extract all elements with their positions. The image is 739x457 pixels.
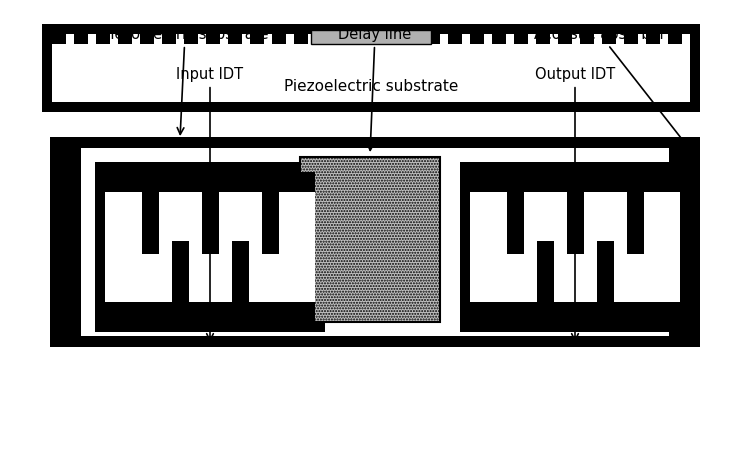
Bar <box>338 34 352 44</box>
Bar <box>646 34 660 44</box>
Bar <box>171 241 188 302</box>
Bar <box>470 172 680 322</box>
Bar <box>61 148 81 336</box>
Bar <box>95 162 325 332</box>
Bar <box>105 302 315 322</box>
Text: Acoustic absorber: Acoustic absorber <box>534 27 689 149</box>
Bar <box>262 192 279 254</box>
Bar <box>300 157 440 322</box>
Bar <box>50 137 700 347</box>
Bar <box>404 34 418 44</box>
Bar <box>426 34 440 44</box>
Bar <box>105 172 315 322</box>
Bar <box>231 241 248 302</box>
Bar <box>316 34 330 44</box>
Bar <box>558 34 572 44</box>
Bar <box>470 302 680 322</box>
Bar <box>506 192 523 254</box>
Bar <box>470 34 484 44</box>
Bar <box>52 34 66 44</box>
Text: Piezoelectric substrate: Piezoelectric substrate <box>284 79 458 94</box>
Bar <box>202 192 219 254</box>
Bar <box>567 192 584 254</box>
Bar <box>74 34 88 44</box>
Bar <box>514 34 528 44</box>
Text: Output IDT: Output IDT <box>535 67 615 340</box>
Bar <box>52 34 690 102</box>
Bar <box>118 34 132 44</box>
Bar <box>669 148 689 336</box>
Bar <box>105 172 315 192</box>
Bar <box>42 24 700 112</box>
Bar <box>184 34 198 44</box>
Bar <box>602 34 616 44</box>
Bar <box>596 241 613 302</box>
Bar <box>448 34 462 44</box>
Bar <box>627 192 644 254</box>
Bar <box>311 30 431 44</box>
Bar <box>294 34 308 44</box>
Bar <box>470 172 680 192</box>
Bar <box>537 241 554 302</box>
Text: Piezoelectric substrate: Piezoelectric substrate <box>102 27 268 134</box>
Bar <box>382 34 396 44</box>
Bar <box>536 34 550 44</box>
Bar <box>580 34 594 44</box>
Bar <box>360 34 374 44</box>
Bar <box>96 34 110 44</box>
Bar <box>250 34 264 44</box>
Bar <box>272 34 286 44</box>
Bar <box>228 34 242 44</box>
Text: Delay line: Delay line <box>338 27 412 150</box>
Bar <box>162 34 176 44</box>
Bar <box>668 34 682 44</box>
Bar <box>492 34 506 44</box>
Bar <box>624 34 638 44</box>
Bar <box>206 34 220 44</box>
Text: Input IDT: Input IDT <box>177 67 244 340</box>
Bar <box>140 34 154 44</box>
Bar <box>460 162 690 332</box>
Bar <box>141 192 158 254</box>
Bar <box>61 148 689 336</box>
